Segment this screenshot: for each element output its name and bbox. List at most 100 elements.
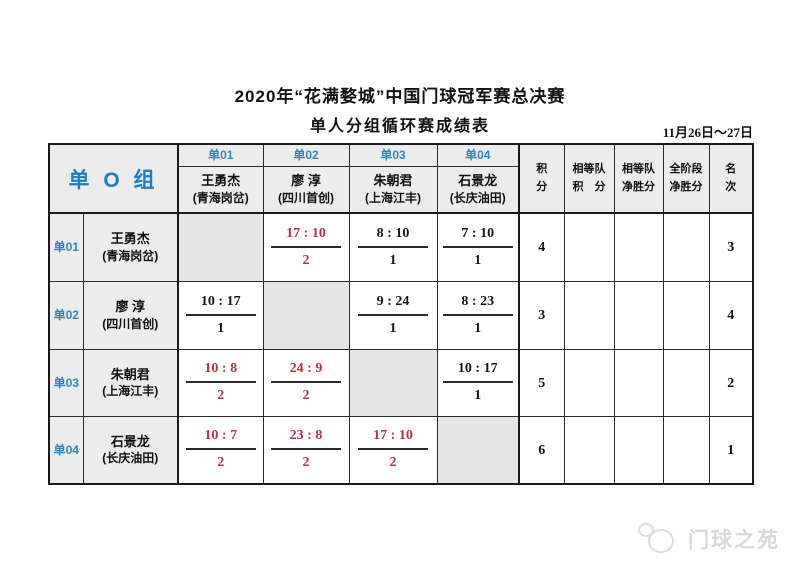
title-block: 2020年“花满婺城”中国门球冠军赛总决赛 单人分组循环赛成绩表 <box>0 82 800 136</box>
cell-stage-net <box>662 348 710 417</box>
cell-rank: 2 <box>708 348 754 417</box>
cell-equal-team-points <box>563 212 615 282</box>
row-player: 石景龙 (长庆油田) <box>82 415 179 485</box>
row-player: 王勇杰 (青海岗岔) <box>82 212 179 282</box>
cell-equal-team-points <box>563 415 615 485</box>
row-code: 单04 <box>48 415 84 485</box>
header-stage-net: 全阶段 净胜分 <box>662 143 710 214</box>
header-equal-team-net: 相等队 净胜分 <box>613 143 664 214</box>
cell-rank: 3 <box>708 212 754 282</box>
match-score: 10 : 17 <box>200 293 241 309</box>
match-points: 2 <box>302 455 310 471</box>
match-score: 10 : 7 <box>204 428 238 444</box>
watermark-text: 门球之苑 <box>688 529 780 552</box>
match-points: 2 <box>302 252 310 268</box>
match-score: 8 : 10 <box>376 225 410 241</box>
page-subtitle: 单人分组循环赛成绩表 <box>309 118 490 135</box>
fraction-line <box>185 448 256 451</box>
fraction-line <box>271 448 342 451</box>
cell-equal-team-net <box>613 415 664 485</box>
header-row-names: 王勇杰 (青海岗岔) 廖 淳 (四川首创) 朱朝君 (上海江丰) 石景龙 (长庆… <box>49 165 753 214</box>
match-score: 17 : 10 <box>373 428 413 444</box>
fraction-line <box>185 381 256 383</box>
cell-equal-team-points <box>563 280 615 350</box>
col-header-code-03: 单03 <box>348 143 438 167</box>
match-score: 8 : 23 <box>461 293 495 309</box>
match-points: 2 <box>302 388 310 403</box>
fraction-line <box>358 313 429 316</box>
match-points: 1 <box>474 320 482 336</box>
row-player: 朱朝君 (上海江丰) <box>82 348 179 417</box>
fraction-line <box>442 381 513 383</box>
table-row: 单03 朱朝君 (上海江丰) 10 : 8 2 24 : 9 2 10 : 17… <box>48 348 754 417</box>
player-team: (长庆油田) <box>449 190 506 205</box>
cell-stage-net <box>662 212 710 282</box>
fraction-line <box>271 381 342 383</box>
match-points: 2 <box>217 455 225 471</box>
match-cell: 10 : 8 2 <box>177 348 264 417</box>
player-team: (上海江丰) <box>365 190 422 205</box>
match-score: 10 : 8 <box>204 361 238 376</box>
match-points: 2 <box>217 388 225 403</box>
header-rank: 名 次 <box>708 143 754 214</box>
match-score: 24 : 9 <box>289 361 323 376</box>
match-cell: 8 : 10 1 <box>348 212 438 282</box>
diagonal-cell <box>436 415 520 485</box>
player-name: 王勇杰 <box>201 173 241 189</box>
cell-points-total: 4 <box>518 212 565 282</box>
col-header-player-01: 王勇杰 (青海岗岔) <box>177 165 264 214</box>
cell-points-total: 3 <box>518 280 565 350</box>
cell-rank: 1 <box>708 415 754 485</box>
row-code: 单03 <box>48 348 84 417</box>
col-header-code-04: 单04 <box>436 143 520 167</box>
fraction-line <box>442 313 513 316</box>
col-header-player-03: 朱朝君 (上海江丰) <box>348 165 438 214</box>
cell-equal-team-net <box>613 212 664 282</box>
group-cell: 单 O 组 <box>48 143 179 214</box>
col-header-player-02: 廖 淳 (四川首创) <box>262 165 350 214</box>
player-team: (四川首创) <box>278 190 335 205</box>
diagonal-cell <box>348 348 438 417</box>
match-score: 17 : 10 <box>286 225 326 241</box>
cell-equal-team-net <box>613 280 664 350</box>
fraction-line <box>442 245 513 248</box>
cell-points-total: 6 <box>518 415 565 485</box>
gateball-logo-icon <box>636 521 680 557</box>
match-cell: 10 : 17 1 <box>436 348 520 417</box>
col-header-code-02: 单02 <box>262 143 350 167</box>
match-score: 23 : 8 <box>289 428 323 444</box>
fraction-line <box>271 245 342 248</box>
match-cell: 10 : 17 1 <box>177 280 264 350</box>
watermark: 门球之苑 <box>636 521 780 557</box>
cell-rank: 4 <box>708 280 754 350</box>
header-equal-team-points: 相等队 积 分 <box>563 143 615 214</box>
player-name: 廖 淳 <box>291 173 321 189</box>
player-name: 石景龙 <box>458 173 498 189</box>
row-code: 单02 <box>48 280 84 350</box>
match-cell: 23 : 8 2 <box>262 415 350 485</box>
cell-stage-net <box>662 280 710 350</box>
match-cell: 9 : 24 1 <box>348 280 438 350</box>
match-score: 10 : 17 <box>457 361 498 376</box>
col-header-player-04: 石景龙 (长庆油田) <box>436 165 520 214</box>
group-label: 单 O 组 <box>68 168 159 192</box>
diagonal-cell <box>177 212 264 282</box>
header-row-codes: 单 O 组 单01 单02 单03 单04 积 分 相等队 积 分 相等队 净胜… <box>48 143 754 214</box>
diagonal-cell <box>262 280 350 350</box>
cell-equal-team-points <box>563 348 615 417</box>
cell-points-total: 5 <box>518 348 565 417</box>
round-robin-results-table: 单 O 组 单01 单02 单03 单04 积 分 相等队 积 分 相等队 净胜… <box>48 143 755 485</box>
match-score: 9 : 24 <box>376 293 410 309</box>
match-points: 1 <box>474 388 482 403</box>
cell-equal-team-net <box>613 348 664 417</box>
table-row: 单01 王勇杰 (青海岗岔) 17 : 10 2 8 : 10 1 7 : 10… <box>48 212 754 282</box>
row-code: 单01 <box>48 212 84 282</box>
match-points: 1 <box>389 252 397 268</box>
match-points: 1 <box>217 320 225 336</box>
header-points: 积 分 <box>518 143 565 214</box>
row-player: 廖 淳 (四川首创) <box>82 280 179 350</box>
match-points: 1 <box>474 252 482 268</box>
player-name: 朱朝君 <box>373 173 413 189</box>
match-points: 2 <box>389 455 397 471</box>
